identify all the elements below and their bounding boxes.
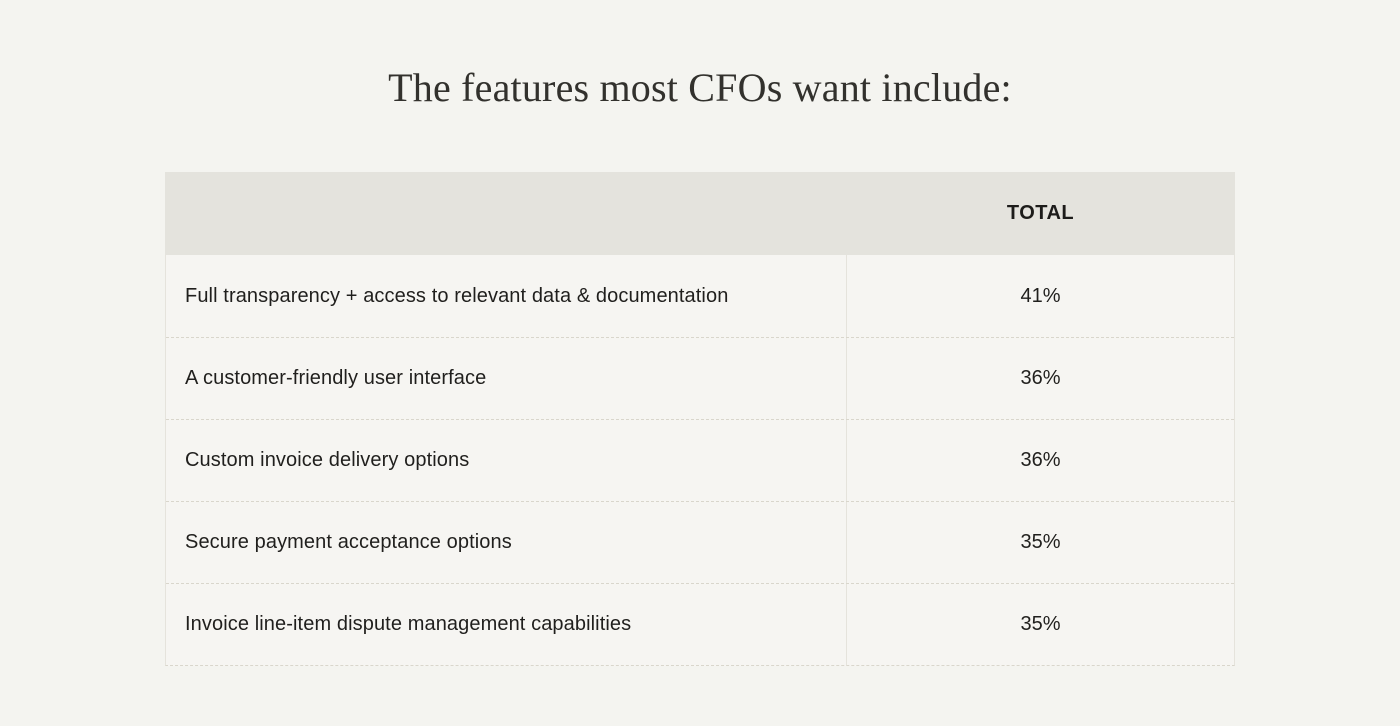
table-row: Secure payment acceptance options 35%	[166, 501, 1234, 583]
feature-cell: A customer-friendly user interface	[166, 338, 847, 419]
features-table: TOTAL Full transparency + access to rele…	[165, 172, 1235, 666]
total-cell: 36%	[1020, 449, 1061, 471]
table-row: Custom invoice delivery options 36%	[166, 419, 1234, 501]
table-row: Full transparency + access to relevant d…	[166, 255, 1234, 337]
total-cell: 36%	[1020, 367, 1061, 389]
table-body: Full transparency + access to relevant d…	[165, 255, 1235, 666]
total-cell: 35%	[1020, 531, 1061, 553]
table-row: A customer-friendly user interface 36%	[166, 337, 1234, 419]
feature-cell: Full transparency + access to relevant d…	[166, 255, 847, 337]
feature-cell: Secure payment acceptance options	[166, 502, 847, 583]
total-cell: 35%	[1020, 613, 1061, 635]
page-title: The features most CFOs want include:	[388, 65, 1012, 110]
table-row: Invoice line-item dispute management cap…	[166, 583, 1234, 665]
table-header-row: TOTAL	[165, 172, 1235, 255]
total-cell: 41%	[1020, 284, 1061, 307]
feature-cell: Invoice line-item dispute management cap…	[166, 584, 847, 665]
feature-cell: Custom invoice delivery options	[166, 420, 847, 501]
total-column-header: TOTAL	[1006, 202, 1075, 224]
